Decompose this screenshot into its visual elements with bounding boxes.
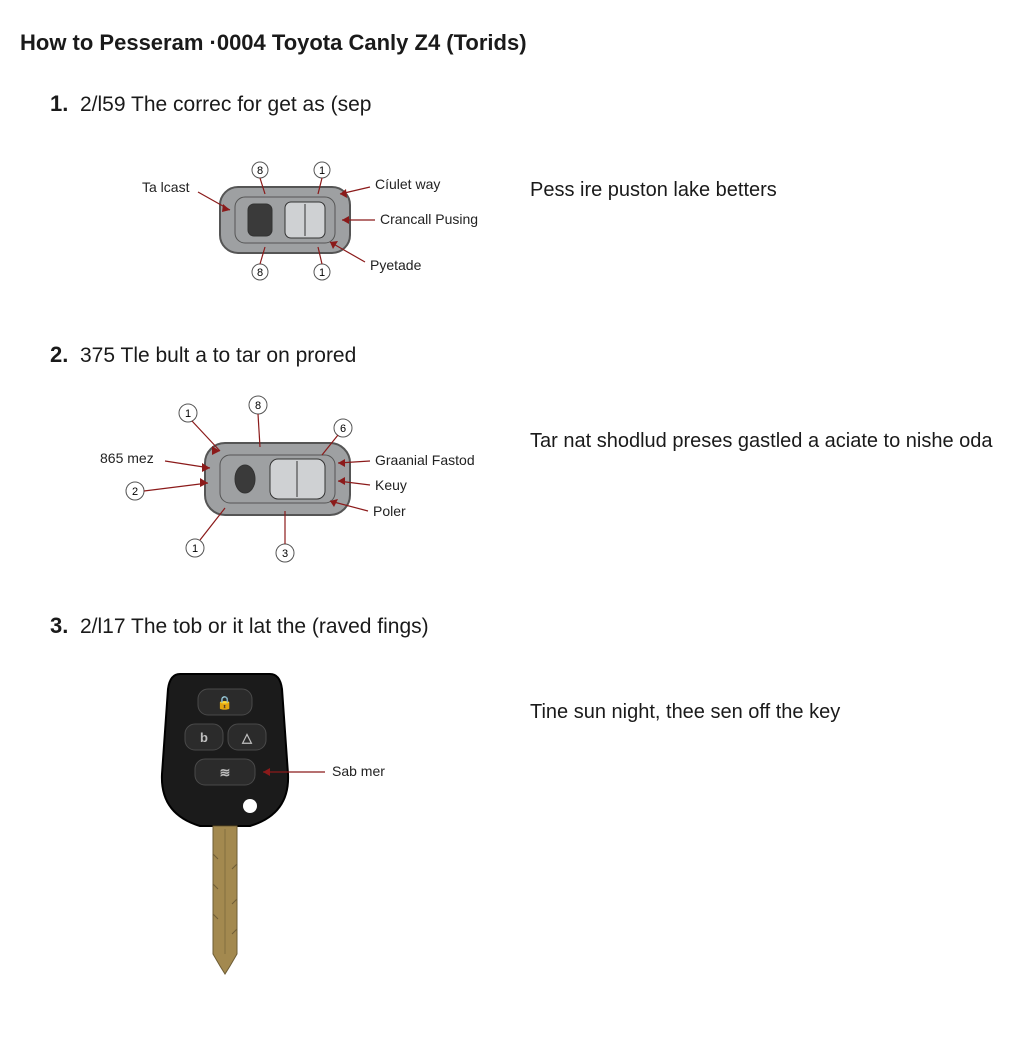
- step-2-number: 2.: [50, 342, 80, 368]
- step-1-description: Pess ire puston lake betters: [510, 132, 1004, 204]
- marker-tr: 1: [319, 165, 325, 177]
- step-2-description: Tar nat shodlud preses gastled a aciate …: [510, 383, 1004, 455]
- fob-body: [205, 443, 350, 515]
- fob-diagram-1: 8 1 8 1: [70, 132, 490, 302]
- step-1-number: 1.: [50, 91, 80, 117]
- marker-bl: 8: [257, 267, 263, 279]
- step-3-description: Tine sun night, thee sen off the key: [510, 654, 1004, 726]
- step-1-heading: 2/l59 The correc for get as (sep: [80, 93, 371, 117]
- step-3: 3. 2/l17 The tob or it lat the (raved fi…: [20, 613, 1004, 984]
- step-3-number: 3.: [50, 613, 80, 639]
- label-right-3: Pyetade: [370, 257, 422, 273]
- label-right-1: Cíulet way: [375, 176, 440, 192]
- step-3-heading: 2/l17 The tob or it lat the (raved fings…: [80, 615, 429, 639]
- marker-left2: 2: [132, 486, 138, 498]
- step-3-diagram: 🔒 b △ ≋: [50, 654, 510, 984]
- marker-bl: 1: [192, 543, 198, 555]
- marker-tl: 1: [185, 408, 191, 420]
- step-1: 1. 2/l59 The correc for get as (sep: [20, 91, 1004, 302]
- marker-tm: 8: [255, 400, 261, 412]
- step-2: 2. 375 Tle bult a to tar on prored: [20, 342, 1004, 573]
- label-right-1: Graanial Fastod: [375, 452, 475, 468]
- marker-br: 1: [319, 267, 325, 279]
- marker-bm: 3: [282, 548, 288, 560]
- trunk-icon: ≋: [220, 765, 231, 780]
- panic-icon: △: [241, 730, 253, 745]
- unlock-icon: b: [200, 730, 208, 745]
- page-title: How to Pesseram ·0004 Toyota Canly Z4 (T…: [20, 30, 1004, 56]
- step-1-diagram: 8 1 8 1: [50, 132, 510, 302]
- fob-button-left: [248, 204, 272, 236]
- key-head: 🔒 b △ ≋: [162, 674, 288, 826]
- fob-diagram-2: 1 8 6 2 1 3: [60, 383, 500, 573]
- marker-tr: 6: [340, 423, 346, 435]
- label-right-mid: Sab mer: [332, 763, 385, 779]
- marker-tl: 8: [257, 165, 263, 177]
- step-2-diagram: 1 8 6 2 1 3: [50, 383, 510, 573]
- lock-icon: 🔒: [217, 695, 233, 710]
- page: How to Pesseram ·0004 Toyota Canly Z4 (T…: [0, 0, 1024, 1044]
- key-blade: [213, 826, 237, 974]
- label-right-2: Keuy: [375, 477, 407, 493]
- label-left-1: 865 mez: [100, 450, 154, 466]
- key-diagram: 🔒 b △ ≋: [70, 654, 490, 984]
- keyring-hole: [243, 799, 257, 813]
- label-left-1: Ta lcast: [142, 179, 190, 195]
- label-right-2: Crancall Pusing: [380, 211, 478, 227]
- label-right-3: Poler: [373, 503, 406, 519]
- step-2-heading: 375 Tle bult a to tar on prored: [80, 344, 356, 368]
